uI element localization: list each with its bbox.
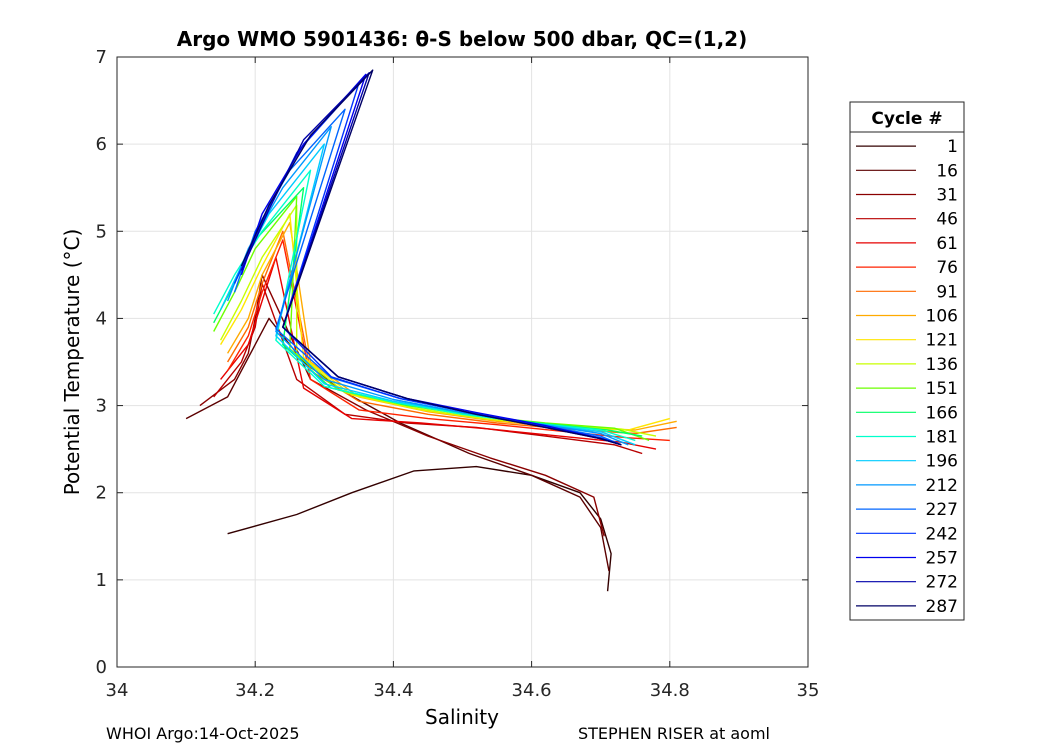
legend-label-cycle-46: 46 xyxy=(936,210,958,230)
y-tick-label: 0 xyxy=(96,657,107,678)
plot-background xyxy=(117,57,808,667)
legend-label-cycle-16: 16 xyxy=(936,161,958,181)
legend-label-cycle-76: 76 xyxy=(936,258,958,278)
x-tick-label: 34.2 xyxy=(235,680,275,701)
legend-label-cycle-91: 91 xyxy=(936,282,958,302)
x-tick-label: 34.4 xyxy=(373,680,413,701)
chart-title: Argo WMO 5901436: θ-S below 500 dbar, QC… xyxy=(177,27,747,51)
y-axis-label: Potential Temperature (°C) xyxy=(60,229,84,496)
legend-label-cycle-196: 196 xyxy=(926,452,958,472)
legend-label-cycle-61: 61 xyxy=(936,234,958,254)
x-axis-label: Salinity xyxy=(425,705,499,729)
series-line-cycle-31 xyxy=(199,274,605,537)
legend-title: Cycle # xyxy=(871,109,942,129)
y-tick-label: 2 xyxy=(96,483,107,504)
series-line-cycle-287 xyxy=(240,69,622,446)
legend-label-cycle-151: 151 xyxy=(926,379,958,399)
legend-label-cycle-181: 181 xyxy=(926,428,958,448)
legend-label-cycle-227: 227 xyxy=(926,500,958,520)
y-tick-label: 4 xyxy=(96,308,107,329)
x-tick-label: 35 xyxy=(797,680,820,701)
legend-label-cycle-31: 31 xyxy=(936,186,958,206)
x-tick-label: 34 xyxy=(106,680,129,701)
legend-label-cycle-121: 121 xyxy=(926,331,958,351)
legend-label-cycle-136: 136 xyxy=(926,355,958,375)
legend-label-cycle-257: 257 xyxy=(926,549,958,569)
legend-label-cycle-106: 106 xyxy=(926,307,958,327)
legend-label-cycle-166: 166 xyxy=(926,403,958,423)
axes-frame xyxy=(116,56,809,668)
y-tick-label: 1 xyxy=(96,570,107,591)
legend-label-cycle-287: 287 xyxy=(926,597,958,617)
y-tick-label: 7 xyxy=(96,47,107,68)
y-tick-label: 5 xyxy=(96,221,107,242)
footer-date-credit: WHOI Argo:14-Oct-2025 xyxy=(106,724,300,743)
y-tick-label: 6 xyxy=(96,134,107,155)
legend-label-cycle-272: 272 xyxy=(926,573,958,593)
x-tick-label: 34.6 xyxy=(512,680,552,701)
legend-label-cycle-242: 242 xyxy=(926,524,958,544)
footer-author-credit: STEPHEN RISER at aoml xyxy=(578,724,770,743)
y-tick-label: 3 xyxy=(96,396,107,417)
series-line-cycle-1 xyxy=(227,465,612,592)
legend-label-cycle-212: 212 xyxy=(926,476,958,496)
legend-label-cycle-1: 1 xyxy=(947,137,958,157)
x-tick-label: 34.8 xyxy=(650,680,690,701)
series-line-cycle-212 xyxy=(226,125,629,446)
legend: Cycle #1 16 31 46 61 76 91 106 121 136 151 166 181 19… xyxy=(849,101,965,621)
series-line-cycle-61 xyxy=(220,256,657,450)
